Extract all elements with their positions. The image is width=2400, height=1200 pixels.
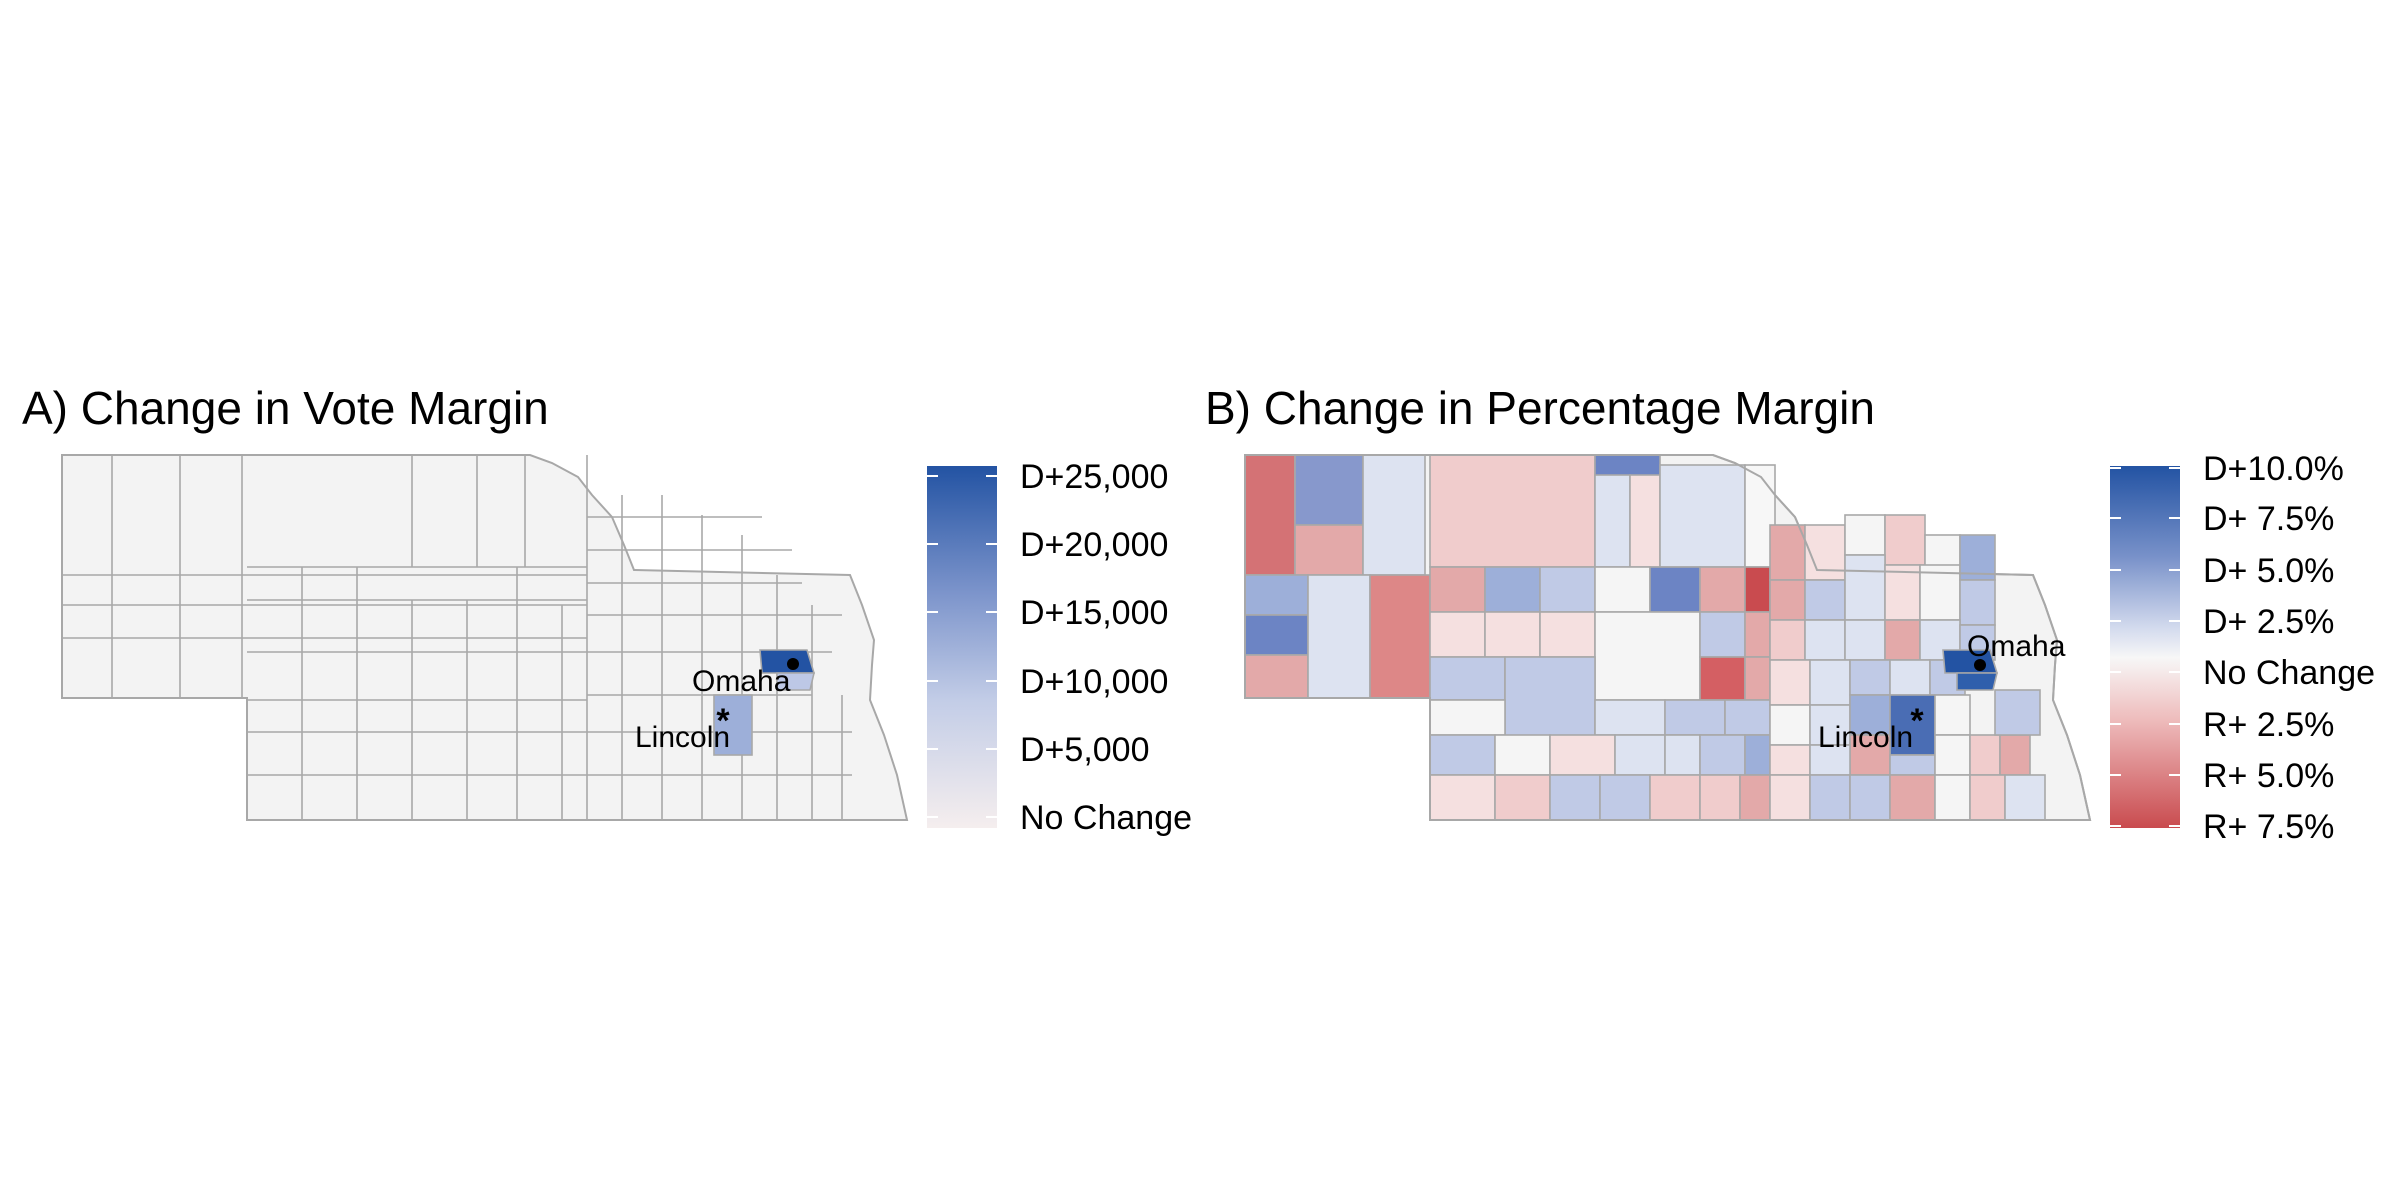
county-sarpy [1956,672,1999,691]
omaha-label: Omaha [692,665,791,698]
lincoln-marker: * [716,702,730,740]
panel-b: B) Change in Percentage Margin [1205,382,2375,846]
lincoln-marker: * [1910,702,1924,740]
legend-a-colorbar [927,466,997,828]
panel-a-title: A) Change in Vote Margin [22,382,549,434]
legend-b-label: R+ 2.5% [2203,706,2334,744]
legend-b-label: D+ 7.5% [2203,500,2334,538]
lincoln-label: Lincoln [1818,721,1913,754]
omaha-label: Omaha [1967,630,2066,663]
omaha-marker [787,658,799,670]
panel-b-title: B) Change in Percentage Margin [1205,382,1875,434]
county-sarpy [776,672,816,691]
legend-a-label: D+5,000 [1020,731,1150,769]
omaha-marker [1974,659,1986,671]
state-outline-overlay [1244,454,2092,821]
county-fills [1244,454,2046,821]
legend-b-label: No Change [2203,654,2375,692]
map-b: * Omaha Lincoln [1244,454,2092,821]
county-lancaster [713,694,753,756]
lincoln-label: Lincoln [635,721,730,754]
legend-b-label: D+ 5.0% [2203,552,2334,590]
legend-b-label: R+ 5.0% [2203,757,2334,795]
legend-a: D+25,000 D+20,000 D+15,000 D+10,000 D+5,… [927,458,1192,837]
panel-a: A) Change in Vote Margin [22,382,1192,837]
legend-b: D+10.0% D+ 7.5% D+ 5.0% D+ 2.5% No Chang… [2110,450,2375,846]
legend-b-label: D+ 2.5% [2203,603,2334,641]
legend-a-label: No Change [1020,799,1192,837]
map-a: * Omaha Lincoln [61,454,909,821]
legend-b-label: D+10.0% [2203,450,2344,488]
legend-b-label: R+ 7.5% [2203,808,2334,846]
legend-a-label: D+15,000 [1020,594,1168,632]
legend-a-label: D+10,000 [1020,663,1168,701]
legend-b-colorbar [2110,466,2180,828]
legend-a-label: D+25,000 [1020,458,1168,496]
legend-a-label: D+20,000 [1020,526,1168,564]
